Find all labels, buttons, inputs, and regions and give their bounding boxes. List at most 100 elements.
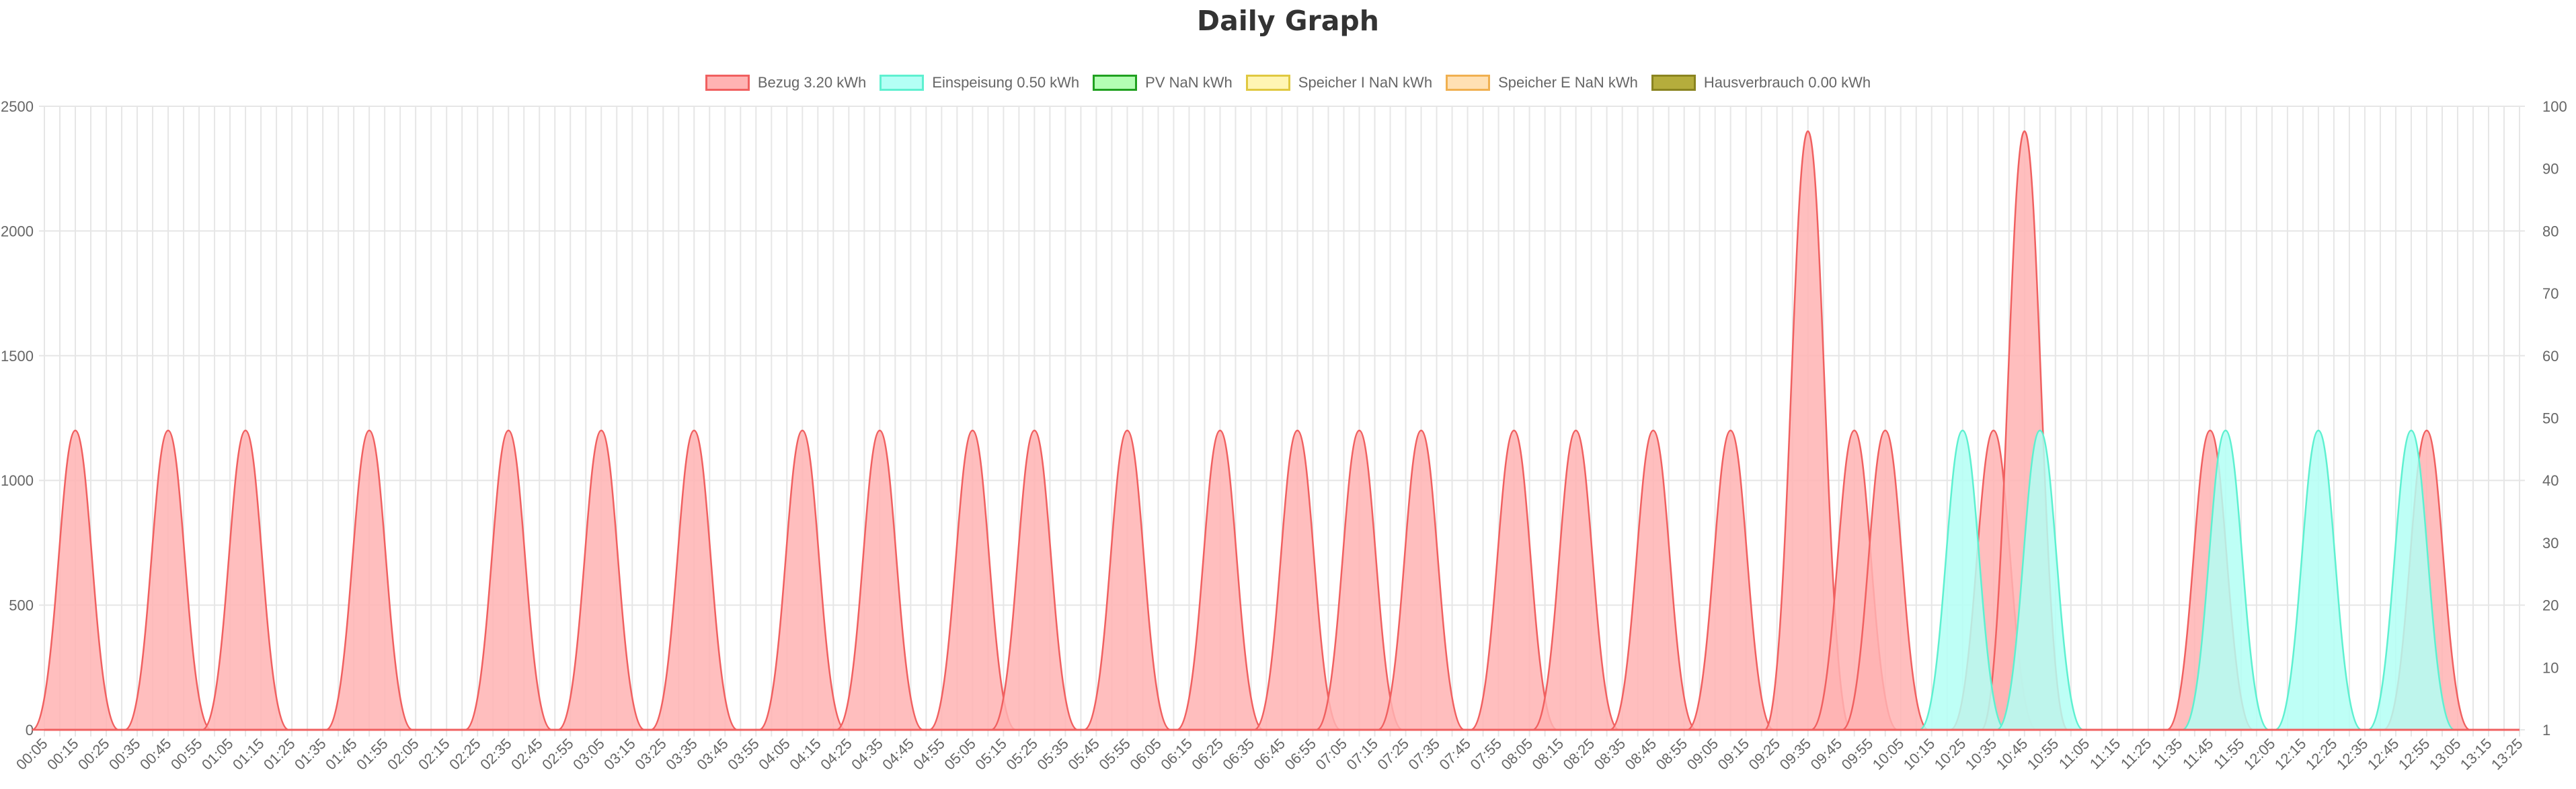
- y-right-tick-label: 30: [2542, 535, 2559, 552]
- y-left-tick-label: 1500: [1, 348, 34, 365]
- x-tick-label: 09:05: [1684, 735, 1722, 774]
- x-tick-label: 01:25: [260, 735, 299, 774]
- x-tick-label: 02:15: [415, 735, 453, 774]
- y-left-tick-label: 2000: [1, 223, 34, 239]
- x-tick-label: 13:05: [2426, 735, 2464, 774]
- area-peak: [836, 429, 924, 731]
- x-tick-label: 00:45: [136, 735, 175, 774]
- x-tick-label: 11:45: [2179, 735, 2216, 772]
- y-right-tick-label: 10: [2542, 659, 2559, 676]
- series-0: [32, 130, 2470, 731]
- y-right-tick-label: 40: [2542, 472, 2559, 489]
- x-tick-label: 03:55: [724, 735, 763, 774]
- x-tick-label: 11:25: [2117, 735, 2154, 772]
- x-tick-label: 10:55: [2024, 735, 2062, 774]
- x-tick-label: 09:15: [1715, 735, 1753, 774]
- x-tick-label: 00:35: [106, 735, 144, 774]
- y-left-tick-label: 0: [26, 722, 34, 739]
- x-tick-label: 02:05: [384, 735, 422, 774]
- x-tick-label: 00:15: [44, 735, 82, 774]
- x-tick-label: 06:15: [1157, 735, 1196, 774]
- legend-label: Speicher E NaN kWh: [1498, 74, 1638, 91]
- x-tick-label: 05:45: [1064, 735, 1103, 774]
- area-peak: [1532, 429, 1620, 731]
- x-tick-label: 08:05: [1498, 735, 1536, 774]
- x-tick-label: 07:35: [1405, 735, 1443, 774]
- x-tick-label: 09:55: [1838, 735, 1877, 774]
- legend-item[interactable]: PV NaN kWh: [1093, 74, 1233, 91]
- x-tick-label: 10:05: [1869, 735, 1908, 774]
- x-tick-label: 02:35: [477, 735, 515, 774]
- x-tick-label: 04:35: [848, 735, 886, 774]
- chart-legend: Bezug 3.20 kWh Einspeisung 0.50 kWh PV NaN…: [0, 74, 2576, 91]
- x-tick-label: 07:25: [1374, 735, 1412, 774]
- x-tick-label: 02:55: [539, 735, 577, 774]
- x-tick-label: 11:05: [2056, 735, 2093, 772]
- y-right-tick-label: 80: [2542, 223, 2559, 239]
- x-tick-label: 09:45: [1807, 735, 1846, 774]
- x-tick-label: 08:15: [1529, 735, 1567, 774]
- y-left-tick-label: 1000: [1, 472, 34, 489]
- x-tick-label: 00:05: [13, 735, 51, 774]
- area-peak: [202, 429, 290, 731]
- area-peak: [1609, 429, 1697, 731]
- x-tick-label: 12:25: [2302, 735, 2341, 774]
- area-peak: [650, 429, 738, 731]
- legend-swatch: [1245, 75, 1290, 91]
- x-tick-label: 13:15: [2457, 735, 2495, 774]
- area-peak: [1083, 429, 1171, 731]
- area-peak: [929, 429, 1017, 731]
- legend-label: PV NaN kWh: [1145, 74, 1233, 91]
- legend-item[interactable]: Einspeisung 0.50 kWh: [880, 74, 1079, 91]
- x-tick-label: 00:55: [167, 735, 206, 774]
- x-tick-label: 05:05: [941, 735, 979, 774]
- legend-item[interactable]: Bezug 3.20 kWh: [705, 74, 866, 91]
- legend-item[interactable]: Speicher I NaN kWh: [1245, 74, 1432, 91]
- area-peak: [1315, 429, 1403, 731]
- area-peak: [557, 429, 646, 731]
- series-1: [1918, 429, 2455, 731]
- x-tick-label: 02:45: [508, 735, 546, 774]
- area-peak: [1470, 429, 1558, 731]
- x-tick-label: 06:05: [1126, 735, 1165, 774]
- area-peak: [1918, 429, 2006, 731]
- x-tick-label: 12:15: [2271, 735, 2310, 774]
- x-tick-label: 05:25: [1003, 735, 1041, 774]
- legend-item[interactable]: Speicher E NaN kWh: [1446, 74, 1638, 91]
- legend-swatch: [880, 75, 925, 91]
- x-tick-label: 07:15: [1343, 735, 1381, 774]
- y-right-tick-label: 100: [2542, 98, 2567, 115]
- x-tick-label: 03:25: [631, 735, 670, 774]
- x-tick-label: 10:35: [1962, 735, 2000, 774]
- legend-item[interactable]: Hausverbrauch 0.00 kWh: [1651, 74, 1871, 91]
- x-tick-label: 01:55: [353, 735, 391, 774]
- x-tick-label: 07:55: [1467, 735, 1506, 774]
- y-right-tick-label: 50: [2542, 410, 2559, 427]
- x-tick-label: 12:55: [2395, 735, 2433, 774]
- legend-swatch: [1651, 75, 1696, 91]
- x-tick-label: 08:25: [1560, 735, 1598, 774]
- x-tick-label: 07:45: [1436, 735, 1474, 774]
- y-right-tick-label: 20: [2542, 597, 2559, 614]
- area-peak: [1996, 429, 2084, 731]
- x-tick-label: 06:45: [1250, 735, 1288, 774]
- x-tick-label: 01:45: [322, 735, 360, 774]
- x-tick-label: 05:55: [1095, 735, 1134, 774]
- area-peak: [990, 429, 1079, 731]
- area-peak: [1253, 429, 1341, 731]
- x-tick-label: 02:25: [446, 735, 484, 774]
- x-tick-label: 06:25: [1188, 735, 1226, 774]
- x-tick-label: 01:35: [291, 735, 329, 774]
- area-peak: [32, 429, 119, 731]
- x-tick-label: 05:35: [1033, 735, 1072, 774]
- x-tick-label: 04:15: [786, 735, 824, 774]
- x-tick-label: 04:55: [910, 735, 948, 774]
- x-tick-label: 08:45: [1622, 735, 1660, 774]
- legend-swatch: [1446, 75, 1491, 91]
- area-peak: [2274, 429, 2362, 731]
- area-peak: [2368, 429, 2455, 731]
- x-tick-label: 09:25: [1746, 735, 1784, 774]
- y-right-tick-label: 90: [2542, 161, 2559, 178]
